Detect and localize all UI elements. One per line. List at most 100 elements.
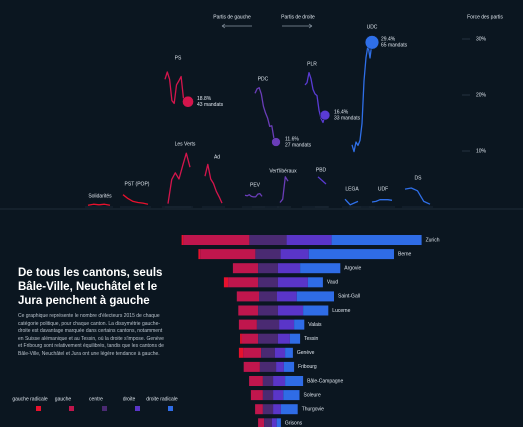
bar-segment — [223, 277, 229, 288]
bar-segment — [303, 305, 329, 316]
canton-label: Valais — [308, 322, 322, 328]
seats-label: 27 mandats — [285, 142, 312, 148]
share-label: 18.8% — [197, 96, 212, 102]
bar-segment — [261, 347, 275, 358]
seats-label: 43 mandats — [197, 102, 224, 108]
bar-segment — [285, 347, 293, 358]
party-label: PS — [175, 55, 182, 61]
arrow-left — [221, 23, 252, 29]
party-label: UDF — [378, 186, 388, 192]
bar-segment — [250, 390, 263, 401]
share-label: 29.4% — [381, 37, 396, 43]
bar-segment — [276, 418, 281, 427]
bar-segment — [228, 277, 259, 288]
party-line — [404, 187, 431, 205]
party-label: LEGA — [345, 186, 359, 192]
legend-swatch — [36, 406, 41, 411]
right-label: Partis de droite — [281, 14, 315, 20]
canton-label: Saint-Gall — [338, 294, 360, 300]
legend-label: droite — [123, 396, 136, 402]
bar-segment — [286, 235, 332, 245]
party-label: Solidarités — [88, 193, 112, 199]
title: De tous les cantons, seuls Bâle-Ville, N… — [18, 267, 163, 307]
bar-segment — [280, 404, 298, 415]
bar-segment — [238, 319, 257, 330]
legend-label: gauche — [55, 396, 72, 402]
canton-label: Fribourg — [298, 364, 317, 370]
party-label: PST (POP) — [125, 181, 150, 187]
party-label: Ad — [214, 154, 220, 160]
party-line — [317, 176, 327, 185]
bar-segment — [238, 305, 259, 316]
bar-segment — [296, 291, 334, 302]
seats-label: 33 mandats — [334, 115, 361, 121]
party-label: PBD — [316, 167, 327, 173]
bar-segment — [273, 404, 281, 415]
bar-segment — [277, 277, 308, 288]
bar-segment — [258, 418, 265, 427]
bar-segment — [283, 361, 295, 372]
bar-segment — [273, 390, 284, 401]
canton-label: Berne — [398, 251, 412, 257]
party-label: UDC — [367, 24, 378, 30]
bar-segment — [262, 376, 274, 386]
bar-segment — [258, 263, 278, 274]
bar-segment — [255, 404, 263, 415]
party-label: DS — [415, 175, 423, 181]
bar-segment — [238, 347, 244, 358]
bar-segment — [232, 263, 259, 274]
party-line — [344, 198, 359, 206]
party-dot — [364, 35, 380, 50]
canton-label: Lucerne — [332, 308, 350, 314]
bar-segment — [200, 249, 256, 260]
legend-label: gauche radicale — [12, 396, 48, 402]
party-line — [167, 152, 191, 204]
party-line — [204, 163, 223, 204]
bar-segment — [271, 418, 277, 427]
canton-label: Soleure — [304, 392, 321, 398]
bar-segment — [243, 347, 262, 358]
bar-segment — [276, 361, 284, 372]
bar-segment — [258, 277, 278, 288]
party-dot — [182, 95, 194, 108]
canton-label: Zurich — [426, 237, 440, 243]
bar-segment — [198, 249, 201, 260]
bar-segment — [277, 291, 297, 302]
bar-segment — [256, 319, 280, 330]
bar-segment — [258, 305, 278, 316]
party-dot — [271, 137, 281, 147]
canton-label: Tessin — [304, 336, 318, 342]
party-line — [351, 42, 373, 153]
bar-segment — [240, 333, 242, 344]
bar-segment — [273, 376, 286, 386]
party-line — [87, 203, 111, 206]
bar-segment — [300, 263, 341, 274]
bar-segment — [285, 376, 304, 386]
canton-label: Genève — [297, 350, 315, 356]
legend-label: centre — [89, 396, 103, 402]
share-label: 16.4% — [334, 109, 349, 115]
canton-label: Thurgovie — [302, 407, 324, 413]
description: Ce graphique représente le nombre d'élec… — [18, 313, 164, 357]
bar-segment — [277, 263, 301, 274]
bar-segment — [307, 277, 323, 288]
party-line — [244, 192, 263, 198]
legend-swatch — [168, 406, 173, 411]
bar-segment — [243, 361, 260, 372]
party-label: PEV — [250, 182, 261, 188]
bar-segment — [259, 291, 277, 302]
party-dot — [319, 110, 331, 121]
canton-label: Grisons — [285, 421, 303, 427]
legend-swatch — [102, 406, 107, 411]
bar-segment — [259, 361, 277, 372]
force-tick-label: 30% — [476, 36, 487, 42]
bar-segment — [277, 305, 304, 316]
party-line — [122, 194, 149, 205]
force-tick-label: 10% — [476, 148, 487, 154]
force-label: Force des partis — [467, 14, 503, 20]
legend-swatch — [69, 406, 74, 411]
bar-segment — [280, 249, 309, 260]
force-tick-label: 20% — [476, 92, 487, 98]
